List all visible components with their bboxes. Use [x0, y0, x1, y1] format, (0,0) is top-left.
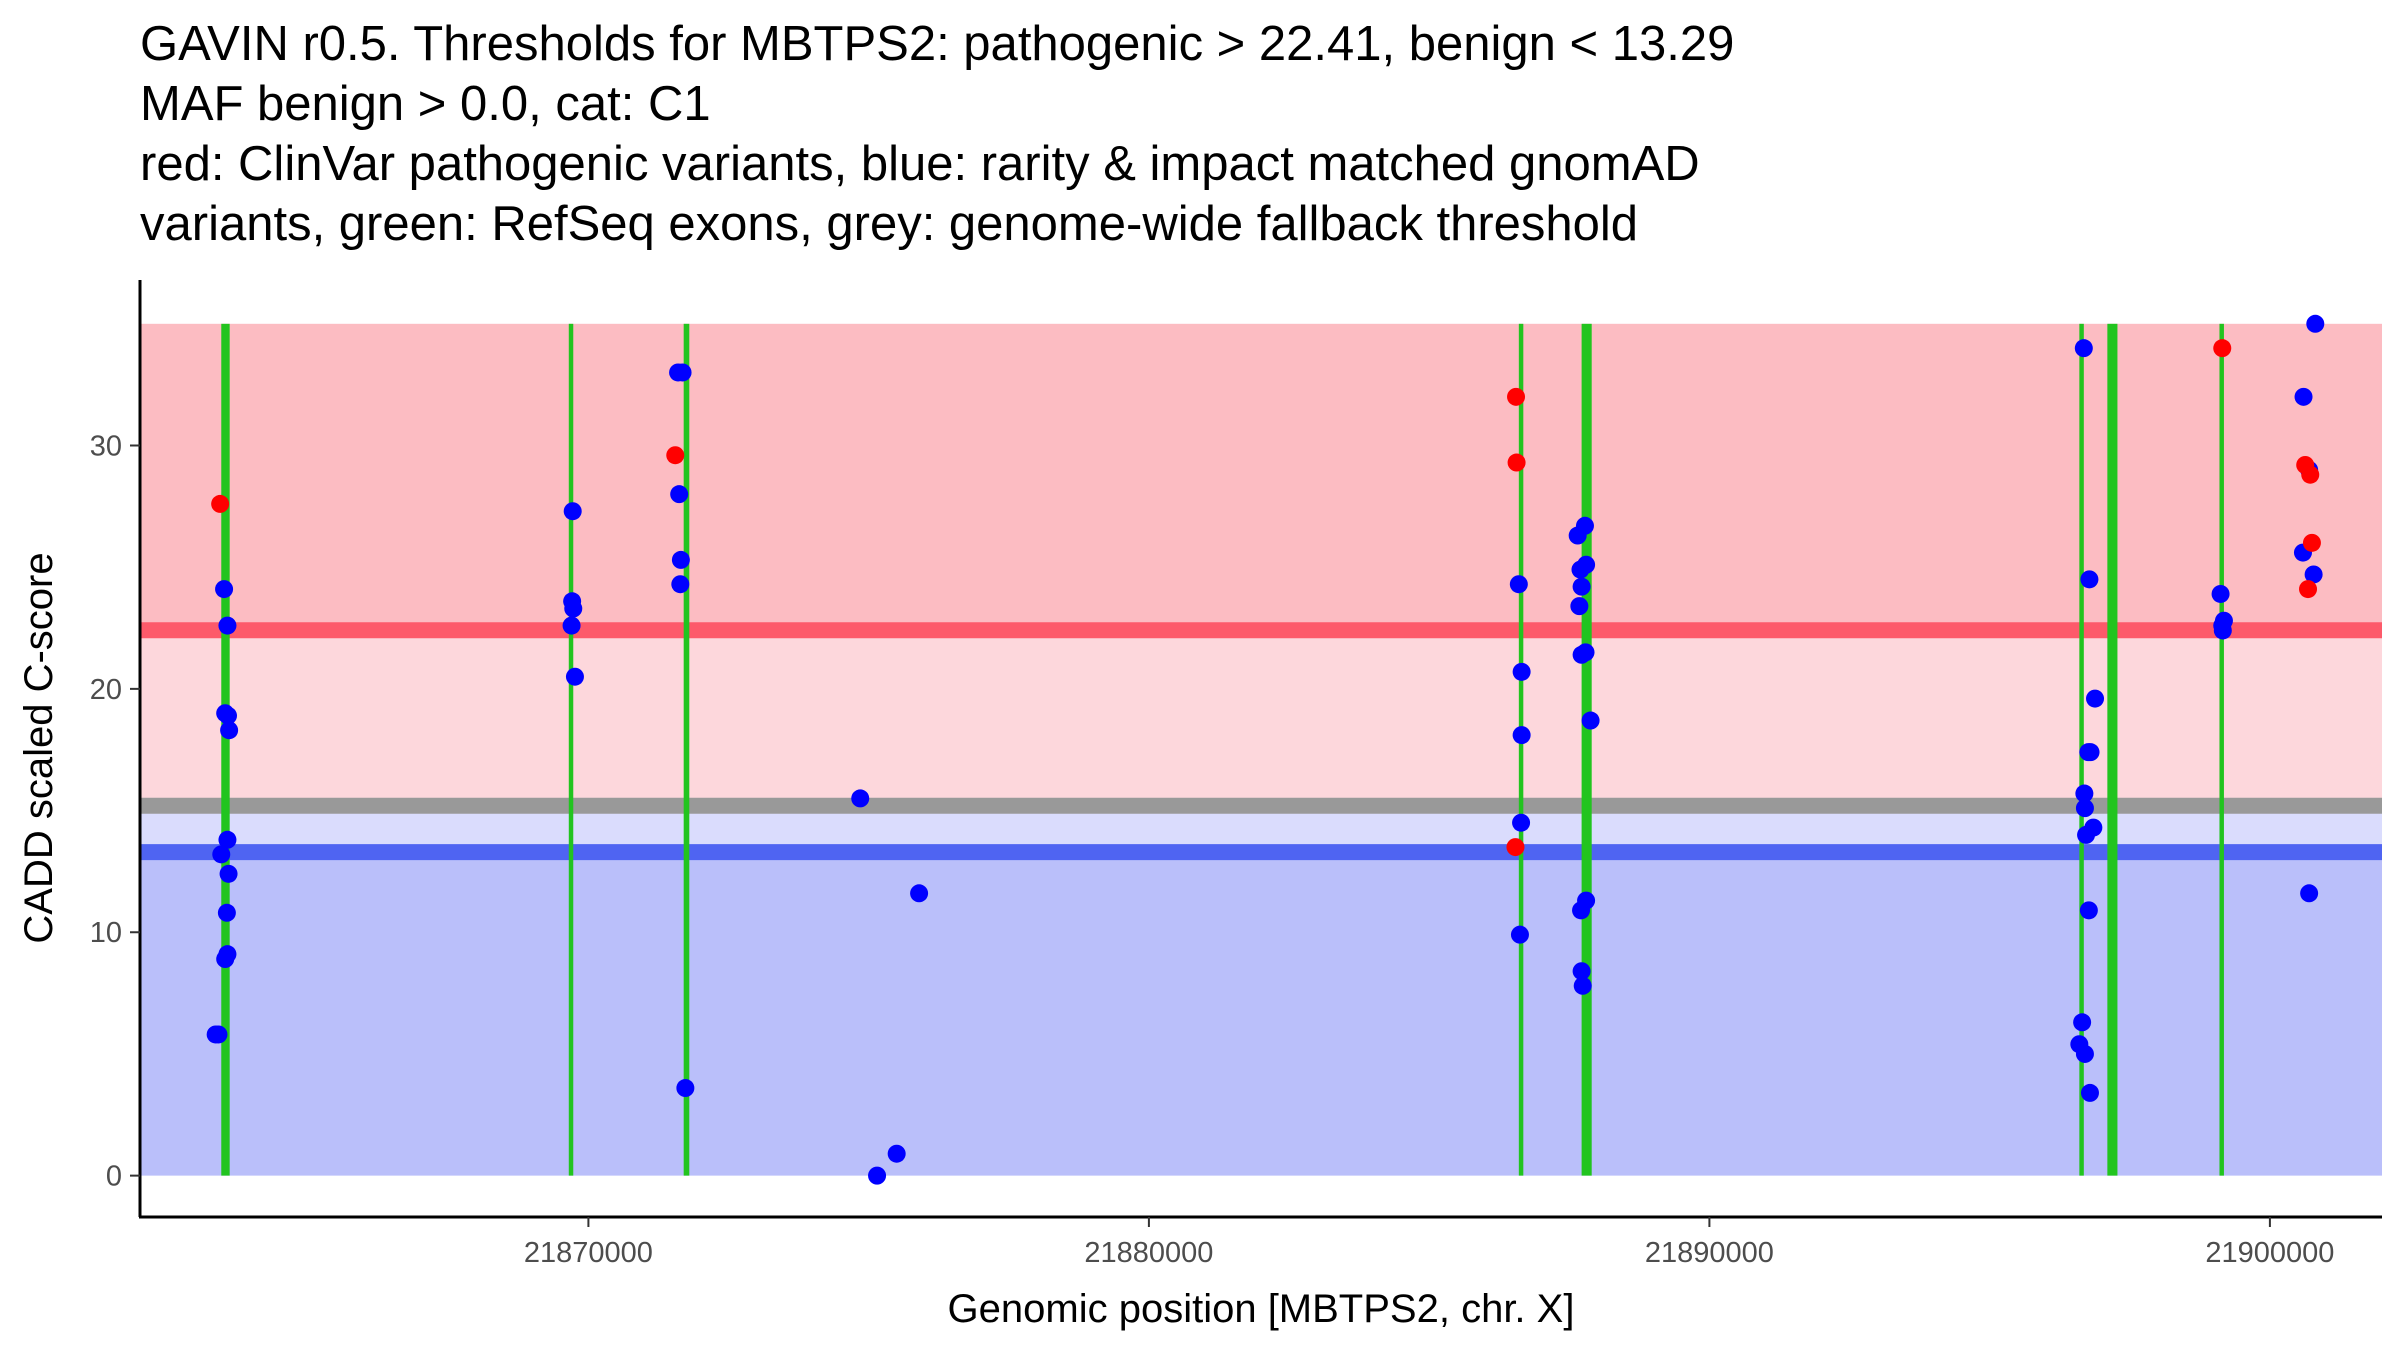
threshold-bands — [140, 323, 2382, 1176]
clinvar-point — [211, 494, 230, 513]
gnomad-point — [564, 599, 583, 618]
gnomad-point — [219, 864, 238, 883]
gnomad-point — [1572, 577, 1591, 596]
benign-zone — [140, 852, 2382, 1176]
gnomad-point — [563, 502, 582, 521]
gnomad-point — [1570, 597, 1589, 616]
gnomad-point — [2075, 784, 2094, 803]
clinvar-point — [2299, 580, 2318, 599]
x-axis-title: Genomic position [MBTPS2, chr. X] — [948, 1287, 1575, 1331]
ticks: 21870000 21880000 21890000 21900000 0 10 20 30 — [90, 430, 2335, 1269]
gnomad-point — [220, 721, 239, 740]
title-line-3: red: ClinVar pathogenic variants, blue: … — [140, 137, 1700, 191]
gnomad-point — [2079, 901, 2098, 920]
gnomad-point — [2213, 621, 2232, 640]
clinvar-point — [1507, 453, 1526, 472]
gnomad-point — [2074, 339, 2093, 358]
gnomad-point — [671, 550, 690, 569]
gnomad-point — [1509, 575, 1528, 594]
exon-2 — [568, 323, 574, 1176]
exon-7 — [2107, 323, 2118, 1176]
y-tick-label: 0 — [106, 1161, 122, 1193]
gnomad-point — [910, 884, 929, 903]
gnomad-point — [1573, 976, 1592, 995]
y-axis-title: CADD scaled C-score — [17, 552, 61, 943]
gnomad-point — [209, 1025, 228, 1044]
exon-5 — [1581, 323, 1592, 1176]
pathogenic-zone — [140, 323, 2382, 631]
gnomad-point — [2077, 825, 2096, 844]
title-line-4: variants, green: RefSeq exons, grey: gen… — [140, 197, 1639, 251]
gnomad-point — [217, 903, 236, 922]
gnomad-point — [2080, 570, 2099, 589]
gnomad-point — [1572, 901, 1591, 920]
gnomad-point — [887, 1144, 906, 1163]
gnomad-point — [2073, 1013, 2092, 1032]
clinvar-point — [2301, 465, 2320, 484]
gnomad-point — [565, 667, 584, 686]
gnomad-point — [216, 950, 235, 969]
gnomad-point — [1577, 555, 1596, 574]
gnomad-point — [851, 789, 870, 808]
exon-8 — [2219, 323, 2224, 1176]
clinvar-point — [1506, 838, 1525, 857]
gnomad-point — [673, 363, 692, 382]
gnomad-point — [2079, 743, 2098, 762]
gnomad-point — [2211, 584, 2230, 603]
axes — [138, 280, 2382, 1219]
gnomad-point — [2075, 799, 2094, 818]
threshold-lines — [140, 622, 2382, 861]
exon-4 — [1518, 323, 1524, 1176]
gnomad-point — [2080, 1083, 2099, 1102]
gnomad-point — [1572, 962, 1591, 981]
y-tick-label: 10 — [90, 917, 122, 949]
gnomad-point — [1512, 662, 1531, 681]
y-tick-label: 30 — [90, 430, 122, 462]
gnomad-point — [2075, 1044, 2094, 1063]
data-points — [206, 314, 2325, 1185]
gnomad-point — [670, 485, 689, 504]
gnomad-point — [2086, 689, 2105, 708]
clinvar-point — [2213, 339, 2232, 358]
gnomad-point — [1575, 516, 1594, 535]
gnomad-point — [2306, 314, 2325, 333]
gnomad-point — [1581, 711, 1600, 730]
gnomad-point — [212, 845, 231, 864]
title-line-1: GAVIN r0.5. Thresholds for MBTPS2: patho… — [140, 17, 1735, 71]
gnomad-point — [1512, 813, 1531, 832]
gnomad-point — [215, 580, 234, 599]
gnomad-point — [2304, 565, 2323, 584]
gnomad-point — [671, 575, 690, 594]
exon-3 — [683, 323, 690, 1176]
gnomad-point — [1512, 726, 1531, 745]
gnomad-point — [218, 830, 237, 849]
gnomad-point — [218, 616, 237, 635]
x-tick-label: 21890000 — [1645, 1237, 1774, 1269]
x-tick-label: 21900000 — [2205, 1237, 2334, 1269]
gnomad-point — [676, 1079, 695, 1098]
x-tick-label: 21870000 — [524, 1237, 653, 1269]
chart-title: GAVIN r0.5. Thresholds for MBTPS2: patho… — [140, 14, 2340, 254]
exon-1 — [221, 323, 230, 1176]
gnomad-point — [2300, 884, 2319, 903]
gnomad-point — [1510, 925, 1529, 944]
pathogenic-gap-zone — [140, 630, 2382, 806]
gnomad-point — [1576, 643, 1595, 662]
x-tick-label: 21880000 — [1084, 1237, 1213, 1269]
title-line-2: MAF benign > 0.0, cat: C1 — [140, 77, 711, 131]
clinvar-point — [1507, 387, 1526, 406]
gnomad-point — [868, 1166, 887, 1185]
gnomad-point — [2294, 387, 2313, 406]
gnomad-point — [562, 616, 581, 635]
gnomad-point — [218, 706, 237, 725]
y-tick-label: 20 — [90, 674, 122, 706]
clinvar-point — [666, 446, 685, 465]
clinvar-point — [2302, 533, 2321, 552]
